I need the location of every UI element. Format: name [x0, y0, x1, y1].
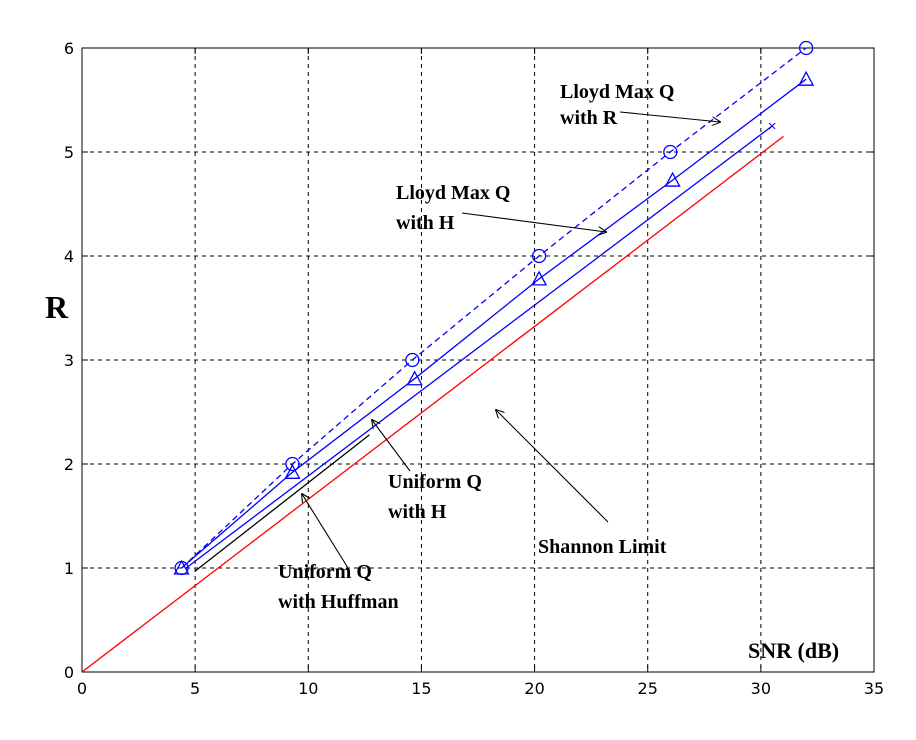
data-point-triangle: [406, 370, 423, 386]
data-point-triangle: [284, 463, 301, 479]
y-tick-label: 1: [64, 559, 74, 578]
annotation-arrow: [496, 410, 609, 523]
series-line-lloyd_h: [181, 78, 807, 569]
y-tick-label: 6: [64, 39, 74, 58]
x-tick-label: 30: [751, 679, 771, 698]
annotation-text: Shannon Limit: [538, 536, 667, 558]
series-layer: [81, 40, 815, 673]
annotation-arrow: [461, 212, 606, 232]
y-tick-label: 3: [64, 351, 74, 370]
annotation-text: with R: [560, 107, 618, 129]
series-line-uniform_h: [185, 125, 773, 569]
annotation: Uniform Q with H: [372, 420, 482, 523]
data-point-circle: [405, 352, 420, 368]
data-point-circle: [798, 40, 814, 56]
y-tick-label: 2: [64, 455, 74, 474]
axis-ticks: 0 5 10 15 20 25 30 35 0 1 2 3 4 5 6: [64, 39, 884, 698]
annotation-text: with Huffman: [278, 591, 399, 613]
series-shannon: [81, 135, 784, 673]
series-line-lloyd_r: [181, 47, 807, 569]
data-point-triangle: [664, 171, 681, 187]
y-tick-label: 5: [64, 143, 74, 162]
end-marker-x: [768, 122, 776, 130]
data-point-triangle: [798, 70, 815, 86]
annotation: Lloyd Max Q with R: [560, 81, 720, 129]
annotation-arrow: [619, 111, 720, 122]
annotation-text: Lloyd Max Q: [560, 81, 674, 103]
y-axis-label: R: [45, 289, 69, 325]
x-tick-label: 10: [298, 679, 318, 698]
data-point-triangle: [173, 559, 190, 575]
annotation-arrow: [302, 494, 349, 569]
y-tick-label: 0: [64, 663, 74, 682]
x-tick-label: 20: [524, 679, 544, 698]
x-tick-label: 25: [638, 679, 658, 698]
x-tick-label: 15: [411, 679, 431, 698]
x-tick-label: 0: [77, 679, 87, 698]
annotation: Lloyd Max Q with H: [396, 182, 606, 234]
x-tick-label: 5: [190, 679, 200, 698]
annotation-text: with H: [396, 212, 455, 234]
x-axis-label: SNR (dB): [748, 638, 839, 663]
data-point-circle: [531, 248, 547, 264]
series-line-uniform_huffman: [194, 434, 370, 572]
series-uniform_h: [185, 125, 773, 569]
series-lloyd_r: [174, 40, 814, 576]
grid: [82, 48, 874, 672]
y-tick-label: 4: [64, 247, 74, 266]
annotation-text: Uniform Q: [278, 561, 372, 583]
annotation-arrow: [372, 420, 411, 472]
annotation-text: Uniform Q: [388, 471, 482, 493]
data-point-triangle: [531, 270, 548, 286]
annotation-text: with H: [388, 501, 447, 523]
x-tick-label: 35: [864, 679, 884, 698]
series-uniform_huffman: [194, 434, 370, 572]
annotation: Uniform Q with Huffman: [278, 494, 399, 613]
series-line-shannon: [81, 135, 784, 673]
annotation: Shannon Limit: [496, 410, 667, 558]
annotation-text: Lloyd Max Q: [396, 182, 510, 204]
series-lloyd_h: [173, 70, 815, 575]
data-point-circle: [285, 456, 300, 472]
data-point-circle: [663, 144, 678, 160]
